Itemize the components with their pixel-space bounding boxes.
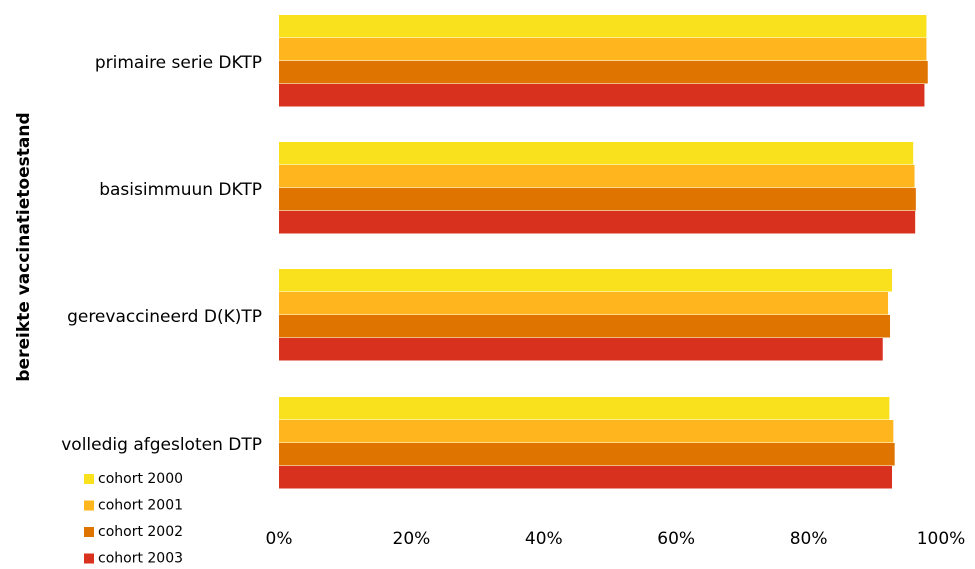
bar-4-series-4 [279, 466, 893, 489]
x-tick-label: 20% [393, 529, 431, 549]
x-tick-label: 40% [525, 529, 563, 549]
bar-2-series-4 [279, 211, 916, 234]
bar-1-series-3 [279, 61, 928, 84]
bar-4-series-1 [279, 397, 890, 420]
category-labels: primaire serie DKTP basisimmuun DKTP gerev… [61, 53, 262, 455]
y-axis-label: bereikte vaccinatietoestand [14, 112, 34, 381]
bar-2-series-3 [279, 188, 916, 211]
bar-3-series-2 [279, 292, 889, 315]
category-label: basisimmuun DKTP [99, 180, 262, 200]
bar-3-series-3 [279, 315, 891, 338]
legend-swatch [84, 527, 94, 537]
bar-2-series-2 [279, 165, 915, 188]
category-label: gerevaccineerd D(K)TP [67, 307, 262, 327]
x-tick-labels: 0% 20% 40% 60% 80% 100% [266, 529, 966, 549]
bars-group [279, 15, 928, 489]
legend: cohort 2000 cohort 2001 cohort 2002 cohort … [84, 471, 183, 567]
category-label: primaire serie DKTP [95, 53, 262, 73]
legend-swatch [84, 500, 94, 511]
bar-3-series-4 [279, 338, 883, 361]
x-tick-label: 80% [790, 529, 828, 549]
x-tick-label: 100% [917, 529, 966, 549]
bar-1-series-1 [279, 15, 927, 38]
legend-swatch [84, 474, 94, 484]
legend-label: cohort 2003 [98, 551, 183, 567]
bar-4-series-2 [279, 420, 894, 443]
x-tick-label: 0% [266, 529, 293, 549]
legend-label: cohort 2001 [98, 498, 183, 514]
legend-swatch [84, 553, 94, 564]
legend-label: cohort 2000 [98, 471, 183, 487]
bar-1-series-4 [279, 84, 925, 107]
bar-4-series-3 [279, 443, 895, 466]
bar-2-series-1 [279, 142, 914, 165]
category-label: volledig afgesloten DTP [61, 435, 262, 455]
legend-label: cohort 2002 [98, 524, 183, 540]
bar-3-series-1 [279, 269, 893, 292]
bar-1-series-2 [279, 38, 927, 61]
x-tick-label: 60% [657, 529, 695, 549]
